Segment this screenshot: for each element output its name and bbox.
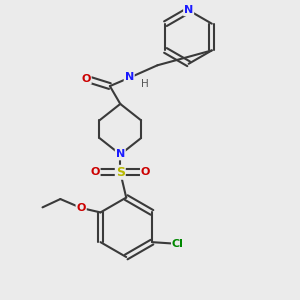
Text: O: O — [141, 167, 150, 177]
Text: H: H — [141, 79, 149, 89]
Text: O: O — [90, 167, 100, 177]
Text: O: O — [81, 74, 91, 84]
Text: O: O — [76, 203, 86, 213]
Text: Cl: Cl — [172, 238, 184, 249]
Text: N: N — [116, 149, 125, 160]
Text: N: N — [124, 72, 134, 82]
Text: N: N — [184, 5, 193, 15]
Text: S: S — [116, 166, 125, 179]
